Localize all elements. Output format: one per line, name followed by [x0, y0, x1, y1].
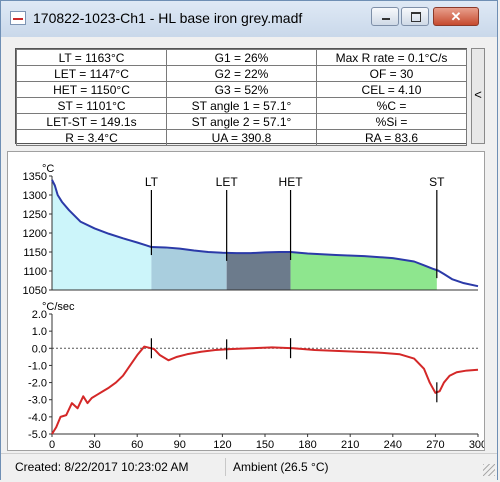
y-tick-label: -5.0	[28, 429, 47, 441]
y-tick-label: 1300	[23, 190, 47, 202]
stats-row: HET = 1150°C G3 = 52% CEL = 4.10	[16, 81, 467, 98]
close-button[interactable]: ✕	[433, 7, 479, 26]
stats-cell: ST angle 2 = 57.1°	[166, 113, 317, 130]
event-marker-label: LET	[216, 175, 239, 189]
status-separator	[225, 458, 226, 476]
x-tick-label: 60	[131, 439, 143, 450]
maximize-icon	[402, 8, 428, 25]
stats-cell: G2 = 22%	[166, 65, 317, 82]
y-tick-label: 1150	[23, 247, 47, 259]
stats-cell: Max R rate = 0.1°C/s	[316, 49, 467, 66]
x-tick-label: 300	[469, 439, 484, 450]
y-tick-label: -2.0	[28, 378, 47, 390]
series-line-0	[51, 345, 479, 435]
chevron-left-icon: <	[474, 87, 482, 102]
stats-row: LET = 1147°C G2 = 22% OF = 30	[16, 65, 467, 82]
y-tick-label: 0.0	[32, 343, 47, 355]
stats-cell: UA = 390.8	[166, 129, 317, 146]
y-tick-label: -3.0	[28, 395, 47, 407]
minimize-button[interactable]	[371, 7, 399, 26]
y-tick-label: 2.0	[32, 309, 47, 321]
stats-cell: %C =	[316, 97, 467, 114]
stats-cell: LET-ST = 149.1s	[16, 113, 167, 130]
x-tick-label: 90	[174, 439, 186, 450]
stats-cell: G1 = 26%	[166, 49, 317, 66]
stats-row: R = 3.4°C UA = 390.8 RA = 83.6	[16, 129, 467, 146]
stats-cell: ST = 1101°C	[16, 97, 167, 114]
stats-cell: HET = 1150°C	[16, 81, 167, 98]
maximize-button[interactable]	[401, 7, 429, 26]
stats-row: LT = 1163°C G1 = 26% Max R rate = 0.1°C/s	[16, 49, 467, 66]
x-tick-label: 210	[341, 439, 359, 450]
x-tick-label: 30	[88, 439, 100, 450]
stats-row: ST = 1101°C ST angle 1 = 57.1° %C =	[16, 97, 467, 114]
x-tick-label: 120	[213, 439, 231, 450]
y-tick-label: -4.0	[28, 412, 47, 424]
y-tick-label: 1200	[23, 228, 47, 240]
y-tick-label: -1.0	[28, 360, 47, 372]
y-axis-label: °C/sec	[42, 301, 75, 313]
chart-region-2	[226, 252, 291, 290]
x-tick-label: 270	[426, 439, 444, 450]
y-tick-label: 1050	[23, 285, 47, 297]
minimize-icon	[372, 8, 398, 25]
status-ambient: Ambient (26.5 °C)	[233, 460, 329, 474]
series-line-0	[51, 179, 479, 288]
x-tick-label: 0	[49, 439, 55, 450]
app-icon	[10, 11, 26, 25]
stats-cell: OF = 30	[316, 65, 467, 82]
chart-region-0	[52, 179, 152, 290]
title-bar[interactable]: 170822-1023-Ch1 - HL base iron grey.madf…	[1, 1, 497, 37]
stats-cell: LET = 1147°C	[16, 65, 167, 82]
stats-cell: ST angle 1 = 57.1°	[166, 97, 317, 114]
event-marker-label: ST	[429, 175, 445, 189]
y-tick-label: 1350	[23, 171, 47, 183]
stats-cell: R = 3.4°C	[16, 129, 167, 146]
y-tick-label: 1250	[23, 209, 47, 221]
results-table: LT = 1163°C G1 = 26% Max R rate = 0.1°C/s L…	[16, 49, 467, 146]
event-marker-label: HET	[279, 175, 304, 189]
resize-grip-icon[interactable]	[483, 464, 495, 476]
stats-cell: G3 = 52%	[166, 81, 317, 98]
stats-cell: RA = 83.6	[316, 129, 467, 146]
close-icon: ✕	[450, 9, 462, 24]
collapse-panel-button[interactable]: <	[471, 48, 485, 144]
stats-cell: CEL = 4.10	[316, 81, 467, 98]
x-tick-label: 240	[384, 439, 402, 450]
y-axis-label: °C	[42, 163, 54, 175]
x-tick-label: 150	[256, 439, 274, 450]
stats-cell: LT = 1163°C	[16, 49, 167, 66]
event-marker-label: LT	[145, 175, 159, 189]
status-created: Created: 8/22/2017 10:23:02 AM	[15, 460, 189, 474]
stats-cell: %Si =	[316, 113, 467, 130]
chart-region-3	[290, 252, 437, 290]
y-tick-label: 1.0	[32, 326, 47, 338]
x-tick-label: 180	[298, 439, 316, 450]
window-title: 170822-1023-Ch1 - HL base iron grey.madf	[33, 10, 303, 26]
y-tick-label: 1100	[23, 266, 47, 278]
results-panel: LT = 1163°C G1 = 26% Max R rate = 0.1°C/s L…	[15, 48, 467, 146]
status-bar: Created: 8/22/2017 10:23:02 AM Ambient (…	[1, 453, 497, 480]
stats-row: LET-ST = 149.1s ST angle 2 = 57.1° %Si =	[16, 113, 467, 130]
chart-region-1	[151, 247, 227, 290]
chart-area: °C 1350 1300 1250 1200 1150 1100 1050 LT LET HET ST…	[7, 151, 488, 451]
